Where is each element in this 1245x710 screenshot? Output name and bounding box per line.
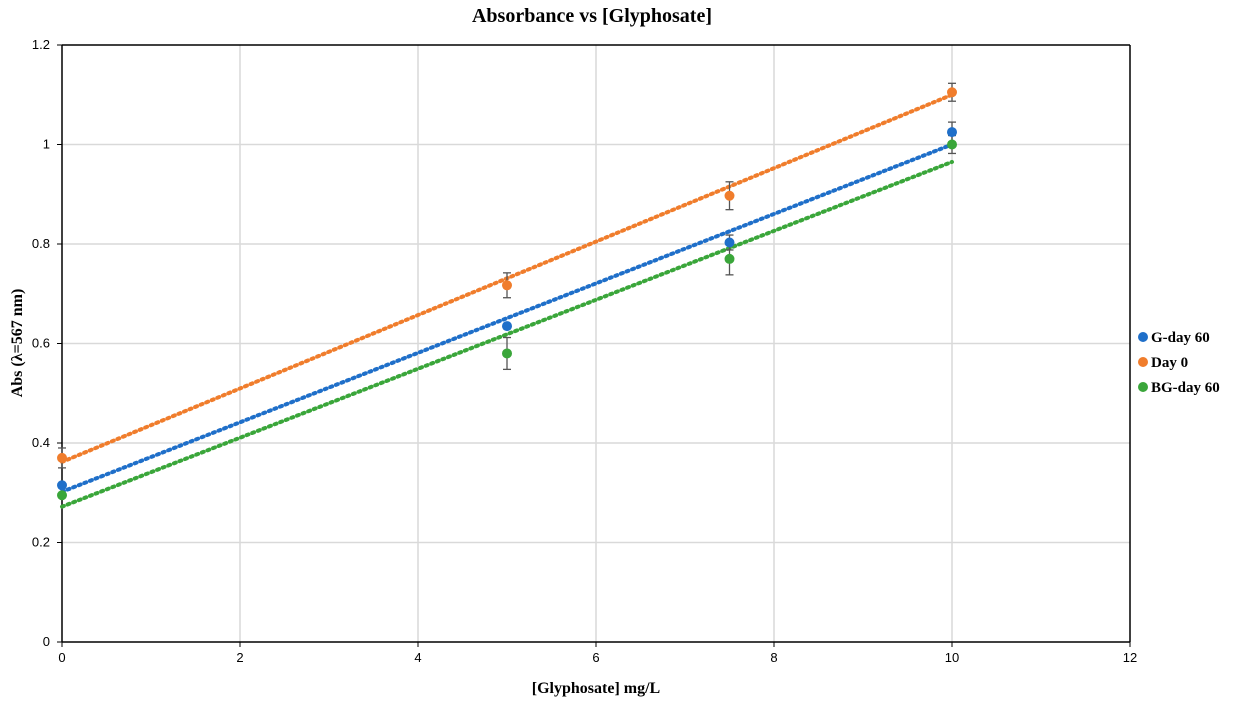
- data-point-bg-day-60: [947, 139, 957, 150]
- x-tick-label: 0: [58, 650, 65, 665]
- data-point-day-0: [502, 280, 512, 291]
- legend-marker-bg-day-60: [1138, 382, 1148, 392]
- tick-labels: 0 2 4 6 8 10 12 0 0.2 0.4 0.6 0.8 1 1.2: [32, 37, 1137, 665]
- trendline-bg-day-60: [60, 159, 954, 509]
- legend-marker-g-day-60: [1138, 332, 1148, 342]
- trendline-g-day-60: [60, 142, 954, 494]
- x-tick-label: 10: [945, 650, 959, 665]
- data-points: [57, 87, 957, 501]
- grid-lines: [62, 45, 1130, 642]
- data-point-day-0: [57, 452, 67, 463]
- legend-label-day-0: Day 0: [1151, 355, 1188, 371]
- x-tick-label: 6: [592, 650, 599, 665]
- x-tick-label: 2: [236, 650, 243, 665]
- data-point-day-0: [947, 87, 957, 98]
- data-point-g-day-60: [57, 480, 67, 491]
- y-axis-title: Abs (λ=567 nm): [9, 289, 26, 398]
- chart-title: Absorbance vs [Glyphosate]: [472, 5, 712, 27]
- data-point-day-0: [724, 190, 735, 201]
- legend-item-g-day-60[interactable]: G-day 60: [1138, 330, 1210, 346]
- y-tick-label: 1.2: [32, 37, 50, 52]
- data-point-bg-day-60: [724, 253, 735, 264]
- trendlines: [60, 92, 954, 509]
- data-point-bg-day-60: [502, 348, 512, 359]
- error-bars: [58, 82, 956, 469]
- x-tick-label: 8: [770, 650, 777, 665]
- x-tick-label: 4: [414, 650, 421, 665]
- legend[interactable]: G-day 60 Day 0 BG-day 60: [1138, 330, 1220, 396]
- y-tick-label: 0.2: [32, 535, 50, 550]
- legend-label-bg-day-60: BG-day 60: [1151, 380, 1220, 396]
- data-point-bg-day-60: [57, 490, 67, 501]
- y-tick-label: 0.8: [32, 236, 50, 251]
- legend-label-g-day-60: G-day 60: [1151, 330, 1210, 346]
- legend-item-bg-day-60[interactable]: BG-day 60: [1138, 380, 1220, 396]
- y-tick-label: 0.6: [32, 336, 50, 351]
- y-tick-label: 1: [43, 137, 50, 152]
- data-point-g-day-60: [947, 127, 957, 138]
- data-point-g-day-60: [724, 237, 735, 248]
- y-tick-label: 0.4: [32, 435, 50, 450]
- plot-axes: [57, 44, 1131, 647]
- legend-marker-day-0: [1138, 357, 1148, 367]
- y-tick-label: 0: [43, 634, 50, 649]
- data-point-g-day-60: [502, 321, 512, 332]
- x-axis-title: [Glyphosate] mg/L: [532, 680, 660, 697]
- x-tick-label: 12: [1123, 650, 1137, 665]
- legend-item-day-0[interactable]: Day 0: [1138, 355, 1188, 371]
